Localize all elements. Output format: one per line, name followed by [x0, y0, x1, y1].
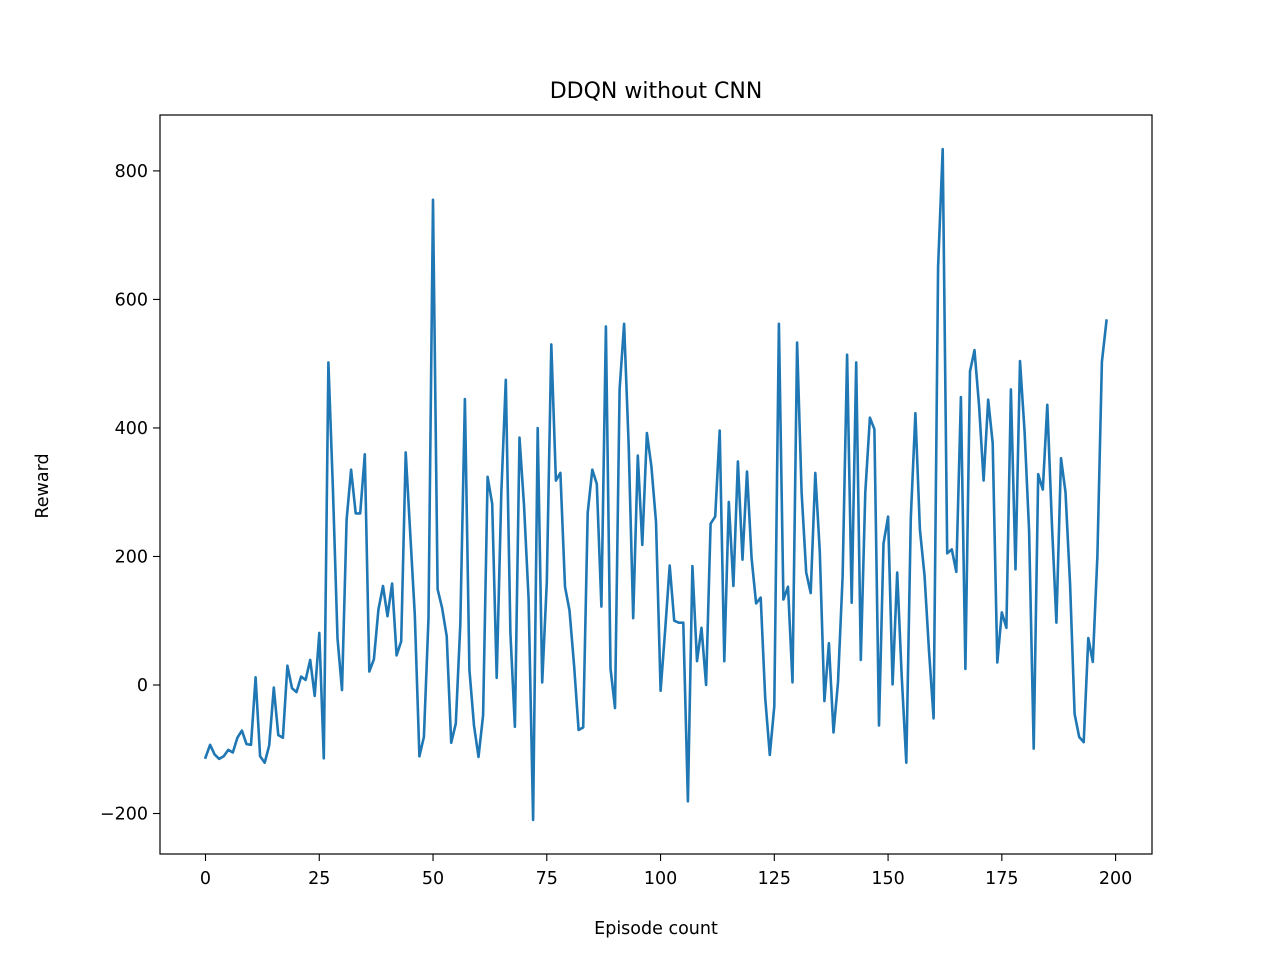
- x-tick-label: 100: [644, 869, 677, 889]
- y-tick-label: 400: [115, 419, 148, 439]
- x-tick-label: 175: [985, 869, 1018, 889]
- y-tick-label: 600: [115, 290, 148, 310]
- x-tick-label: 25: [308, 869, 330, 889]
- y-tick-label: 200: [115, 547, 148, 567]
- x-tick-label: 125: [758, 869, 791, 889]
- x-tick-label: 75: [536, 869, 558, 889]
- y-tick-label: 0: [137, 676, 148, 696]
- y-axis-label-group: Reward: [33, 453, 53, 518]
- y-ticks: −200 0 200 400 600 800: [100, 162, 160, 825]
- reward-series-line: [203, 147, 1108, 822]
- y-tick-label: −200: [100, 805, 148, 825]
- x-tick-label: 0: [200, 869, 211, 889]
- x-tick-label: 150: [871, 869, 904, 889]
- x-ticks: 0 25 50 75 100 125 150 175 200: [200, 854, 1132, 889]
- plot-frame: [159, 114, 1153, 855]
- y-tick-label: 800: [115, 162, 148, 182]
- y-axis-label: Reward: [33, 453, 53, 518]
- x-axis-label: Episode count: [594, 919, 718, 939]
- chart-title: DDQN without CNN: [550, 79, 763, 104]
- x-tick-label: 50: [422, 869, 444, 889]
- x-tick-label: 200: [1099, 869, 1132, 889]
